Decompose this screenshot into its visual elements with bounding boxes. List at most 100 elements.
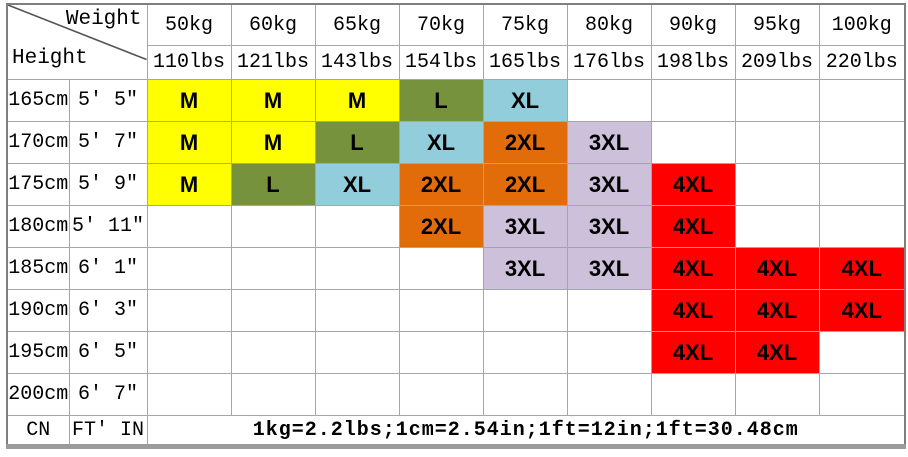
- size-cell: [482, 331, 568, 374]
- diagonal-line: [8, 5, 146, 61]
- lbs-header-cell: 121lbs: [230, 45, 316, 80]
- lbs-header-cell: 176lbs: [566, 45, 652, 80]
- weight-axis-label: Weight: [65, 8, 142, 31]
- size-cell: [650, 121, 736, 164]
- height-ftin-cell: 5' 9": [68, 163, 148, 206]
- size-cell: 4XL: [818, 289, 906, 332]
- size-cell: M: [230, 121, 316, 164]
- size-cell: [482, 373, 568, 416]
- size-cell: L: [314, 121, 400, 164]
- weight-header-cell: 60kg: [230, 3, 316, 46]
- size-cell: [314, 205, 400, 248]
- size-cell: [566, 79, 652, 122]
- size-cell: [734, 79, 820, 122]
- size-chart: Weight Height 50kg 60kg 65kg 70kg 75kg 80kg 90…: [6, 3, 906, 449]
- height-ftin-cell: 5' 5": [68, 79, 148, 122]
- weight-header-cell: 100kg: [818, 3, 906, 46]
- size-cell: [314, 373, 400, 416]
- size-cell: [818, 79, 906, 122]
- size-cell: 3XL: [482, 247, 568, 290]
- footer-row: CN FT' IN 1kg=2.2lbs;1cm=2.54in;1ft=12in…: [6, 415, 906, 447]
- height-cm-cell: 195cm: [6, 331, 70, 374]
- lbs-header-cell: 198lbs: [650, 45, 736, 80]
- size-cell: [650, 373, 736, 416]
- weight-header-cell: 95kg: [734, 3, 820, 46]
- height-ftin-cell: 6' 5": [68, 331, 148, 374]
- size-cell: [230, 331, 316, 374]
- weight-header-cell: 75kg: [482, 3, 568, 46]
- size-cell: [230, 289, 316, 332]
- size-cell: [230, 373, 316, 416]
- height-ftin-cell: 6' 7": [68, 373, 148, 416]
- weight-header-cell: 65kg: [314, 3, 400, 46]
- height-cm-cell: 175cm: [6, 163, 70, 206]
- table-row: 170cm 5' 7" M M L XL 2XL 3XL: [6, 121, 906, 164]
- size-cell: 3XL: [566, 121, 652, 164]
- size-cell: 3XL: [482, 205, 568, 248]
- size-cell: M: [230, 79, 316, 122]
- size-cell: [398, 331, 484, 374]
- size-cell: 4XL: [818, 247, 906, 290]
- height-cm-cell: 180cm: [6, 205, 70, 248]
- size-cell: [230, 205, 316, 248]
- size-cell: [818, 163, 906, 206]
- size-cell: 2XL: [482, 163, 568, 206]
- size-cell: L: [230, 163, 316, 206]
- weight-header-cell: 50kg: [146, 3, 232, 46]
- table-row: 175cm 5' 9" M L XL 2XL 2XL 3XL 4XL: [6, 163, 906, 206]
- size-cell: [398, 289, 484, 332]
- height-cm-cell: 185cm: [6, 247, 70, 290]
- size-cell: [314, 331, 400, 374]
- size-cell: 4XL: [650, 289, 736, 332]
- weight-header-cell: 70kg: [398, 3, 484, 46]
- size-cell: [734, 373, 820, 416]
- height-ftin-cell: 6' 1": [68, 247, 148, 290]
- size-cell: [734, 121, 820, 164]
- size-cell: [566, 373, 652, 416]
- size-cell: 4XL: [650, 205, 736, 248]
- size-cell: XL: [398, 121, 484, 164]
- table-row: 200cm 6' 7": [6, 373, 906, 416]
- weight-header-cell: 90kg: [650, 3, 736, 46]
- size-cell: 4XL: [734, 289, 820, 332]
- size-cell: [314, 247, 400, 290]
- size-cell: [818, 205, 906, 248]
- height-ftin-cell: 5' 11": [68, 205, 148, 248]
- size-cell: 2XL: [398, 163, 484, 206]
- size-cell: XL: [314, 163, 400, 206]
- size-cell: [146, 247, 232, 290]
- size-cell: 3XL: [566, 205, 652, 248]
- size-cell: 4XL: [650, 247, 736, 290]
- table-row: 190cm 6' 3" 4XL 4XL 4XL: [6, 289, 906, 332]
- size-cell: M: [314, 79, 400, 122]
- size-cell: [314, 289, 400, 332]
- height-axis-label: Height: [12, 47, 88, 70]
- height-ftin-cell: 6' 3": [68, 289, 148, 332]
- size-cell: M: [146, 121, 232, 164]
- lbs-header-cell: 110lbs: [146, 45, 232, 80]
- lbs-header-cell: 220lbs: [818, 45, 906, 80]
- size-chart-table: Weight Height 50kg 60kg 65kg 70kg 75kg 80kg 90…: [6, 3, 906, 449]
- size-cell: [398, 373, 484, 416]
- table-row: 165cm 5' 5" M M M L XL: [6, 79, 906, 122]
- size-cell: [734, 205, 820, 248]
- size-cell: [566, 289, 652, 332]
- size-cell: [398, 247, 484, 290]
- size-cell: 4XL: [734, 331, 820, 374]
- size-cell: [230, 247, 316, 290]
- weight-header-cell: 80kg: [566, 3, 652, 46]
- height-cm-cell: 190cm: [6, 289, 70, 332]
- size-cell: L: [398, 79, 484, 122]
- size-cell: M: [146, 163, 232, 206]
- footer-ftin-label: FT' IN: [68, 415, 148, 447]
- size-cell: [146, 331, 232, 374]
- lbs-header-cell: 165lbs: [482, 45, 568, 80]
- table-row: 195cm 6' 5" 4XL 4XL: [6, 331, 906, 374]
- size-cell: [650, 79, 736, 122]
- size-cell: [818, 373, 906, 416]
- conversion-note: 1kg=2.2lbs;1cm=2.54in;1ft=12in;1ft=30.48…: [146, 415, 906, 447]
- size-cell: 3XL: [566, 163, 652, 206]
- lbs-header-cell: 154lbs: [398, 45, 484, 80]
- size-cell: 4XL: [734, 247, 820, 290]
- table-row: 180cm 5' 11" 2XL 3XL 3XL 4XL: [6, 205, 906, 248]
